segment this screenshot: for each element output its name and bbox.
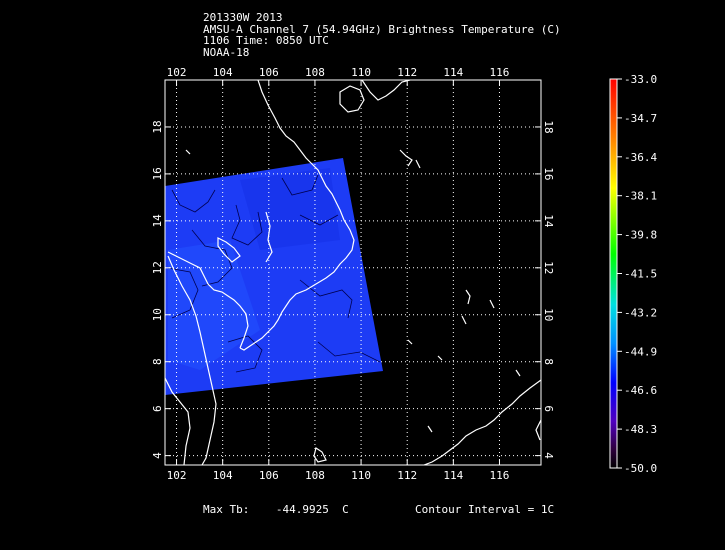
lon-label-top: 114 — [443, 66, 463, 79]
max-tb-label: Max Tb: -44.9925 C — [203, 503, 349, 516]
lon-label-top: 110 — [351, 66, 371, 79]
lon-label-top: 116 — [490, 66, 510, 79]
title-block: 201330W 2013 AMSU-A Channel 7 (54.94GHz)… — [203, 12, 561, 58]
lat-label-left: 14 — [151, 214, 164, 228]
swath-warm-region — [168, 240, 260, 370]
colorbar-labels: -33.0 -34.7 -36.4 -38.1 -39.8 -41.5 -43.2 -44.9… — [617, 73, 657, 475]
lon-label-bottom: 104 — [213, 469, 233, 482]
lat-label-right: 10 — [542, 308, 555, 321]
colorbar-label: -43.2 — [624, 306, 657, 319]
lat-label-left: 10 — [151, 308, 164, 321]
colorbar-label: -39.8 — [624, 229, 657, 242]
lon-label-bottom: 106 — [259, 469, 279, 482]
axis-ticks: 1021021041041061061081081101101121121141… — [151, 66, 555, 482]
colorbar-label: -46.6 — [624, 384, 657, 397]
lat-label-right: 4 — [542, 452, 555, 459]
colorbar-label: -41.5 — [624, 268, 657, 281]
colorbar-label: -48.3 — [624, 423, 657, 436]
lon-label-bottom: 102 — [167, 469, 187, 482]
lat-label-left: 16 — [151, 167, 164, 180]
lat-label-left: 6 — [151, 405, 164, 412]
lat-label-left: 12 — [151, 261, 164, 274]
lat-label-right: 16 — [542, 167, 555, 180]
channel-title: AMSU-A Channel 7 (54.94GHz) Brightness T… — [203, 22, 561, 36]
lat-label-right: 12 — [542, 261, 555, 274]
lon-label-bottom: 116 — [490, 469, 510, 482]
colorbar — [609, 78, 618, 469]
coastlines — [165, 80, 541, 465]
lat-label-left: 4 — [151, 452, 164, 459]
colorbar-label: -34.7 — [624, 112, 657, 125]
lat-label-right: 6 — [542, 405, 555, 412]
colorbar-label: -50.0 — [624, 462, 657, 475]
lat-label-left: 8 — [151, 358, 164, 365]
lat-label-left: 18 — [151, 120, 164, 133]
storm-id-title: 201330W 2013 — [203, 11, 283, 24]
lon-label-bottom: 114 — [443, 469, 463, 482]
satellite-title: NOAA-18 — [203, 45, 250, 59]
lon-label-bottom: 108 — [305, 469, 325, 482]
lon-label-top: 106 — [259, 66, 279, 79]
lat-label-right: 14 — [542, 214, 555, 228]
lat-label-right: 8 — [542, 358, 555, 365]
plot-frame — [164, 79, 542, 466]
lon-label-bottom: 112 — [397, 469, 417, 482]
time-title: 1106 Time: 0850 UTC — [203, 34, 329, 47]
lat-label-right: 18 — [542, 120, 555, 133]
colorbar-label: -38.1 — [624, 190, 657, 203]
lat-lon-grid — [165, 80, 541, 465]
colorbar-label: -36.4 — [624, 151, 657, 164]
colorbar-label: -33.0 — [624, 73, 657, 86]
lon-label-top: 102 — [167, 66, 187, 79]
lon-label-bottom: 110 — [351, 469, 371, 482]
colorbar-label: -44.9 — [624, 345, 657, 358]
lon-label-top: 104 — [213, 66, 233, 79]
lon-label-top: 108 — [305, 66, 325, 79]
contour-interval-label: Contour Interval = 1C — [415, 503, 555, 516]
lon-label-top: 112 — [397, 66, 417, 79]
